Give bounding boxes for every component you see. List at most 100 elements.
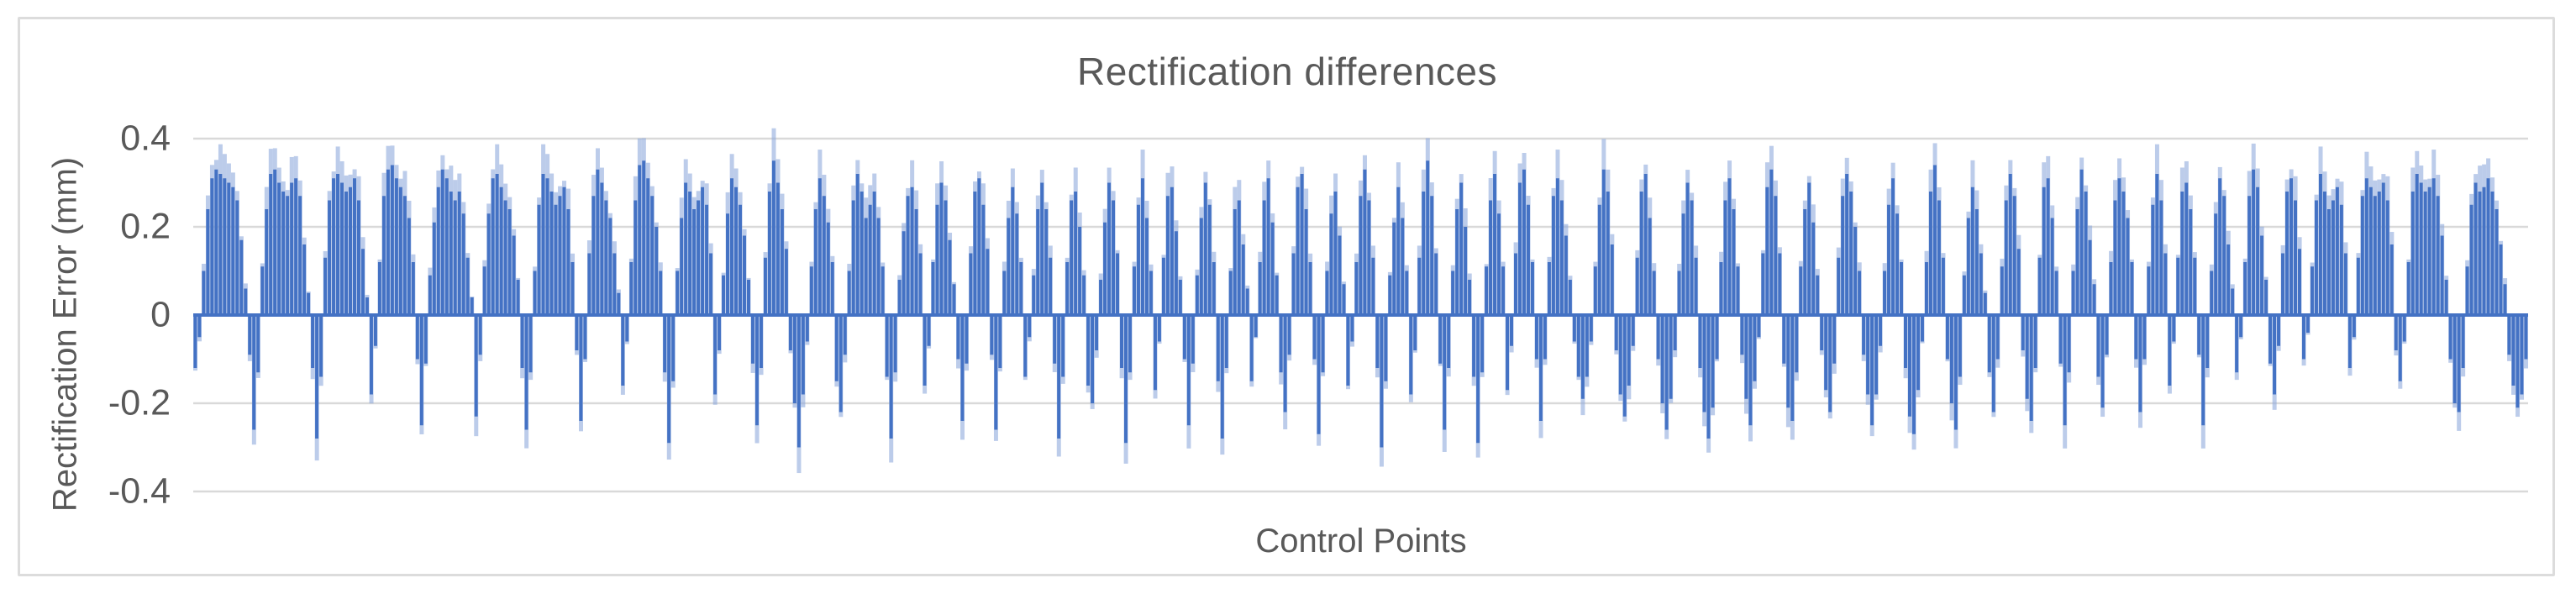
data-bar — [1023, 315, 1028, 377]
data-bar — [738, 204, 742, 315]
data-bar — [2176, 257, 2180, 315]
data-bar — [2168, 315, 2172, 386]
data-bar — [2465, 266, 2469, 315]
data-bar — [843, 315, 847, 355]
data-bar — [2364, 178, 2368, 315]
data-bar — [2037, 257, 2042, 315]
data-bar — [1405, 271, 1409, 315]
data-bar — [1128, 315, 1132, 373]
data-bar — [1233, 209, 1237, 315]
data-bar — [939, 182, 944, 315]
data-bar — [2297, 249, 2301, 315]
data-bar — [671, 315, 676, 381]
data-bar — [2147, 266, 2151, 315]
data-bar — [1551, 196, 1555, 315]
y-axis-tick-label: -0.2 — [108, 382, 171, 423]
data-bar — [1338, 235, 1342, 315]
data-bar — [1207, 204, 1212, 315]
data-bar — [227, 182, 231, 315]
data-bar — [1388, 275, 1392, 315]
data-bar — [1895, 213, 1900, 315]
chart-title: Rectification differences — [1076, 50, 1498, 93]
data-bar — [1011, 187, 1015, 315]
data-bar — [1153, 315, 1157, 391]
data-bar — [839, 315, 843, 412]
data-bar — [754, 315, 759, 426]
data-bar — [1245, 288, 1249, 315]
data-bar — [1593, 266, 1597, 315]
data-bar — [579, 315, 583, 421]
data-bar — [197, 315, 202, 338]
data-bar — [1413, 315, 1417, 350]
data-bar — [1911, 315, 1916, 434]
data-bar — [1212, 262, 1216, 315]
data-bar — [763, 257, 767, 315]
data-bar — [1799, 266, 1803, 315]
data-bar — [1543, 315, 1547, 360]
data-bar — [478, 315, 482, 355]
data-bar — [1401, 218, 1405, 315]
data-bar — [2092, 284, 2096, 315]
data-bar — [734, 187, 738, 315]
data-bar — [1807, 182, 1811, 315]
data-bar — [1949, 315, 1953, 403]
data-bar — [931, 262, 935, 315]
data-bar — [2071, 271, 2075, 315]
data-bar — [851, 200, 855, 315]
data-bar — [465, 257, 470, 315]
data-bar — [1597, 204, 1601, 315]
data-bar — [1618, 315, 1622, 395]
data-bar — [1070, 200, 1074, 315]
data-bar — [2385, 200, 2389, 315]
data-bar — [1841, 196, 1845, 315]
data-bar — [1078, 227, 1082, 315]
data-bar — [1036, 209, 1040, 315]
data-bar — [1443, 315, 1447, 430]
data-bar — [2113, 200, 2117, 315]
data-bar — [2444, 280, 2448, 315]
data-bar — [554, 204, 558, 315]
data-bar — [2516, 315, 2520, 408]
data-bar — [923, 315, 927, 386]
data-bar — [449, 192, 453, 315]
data-bar — [1748, 315, 1753, 426]
data-bar — [1879, 315, 1883, 346]
data-bar — [612, 253, 617, 315]
data-bar — [411, 262, 415, 315]
data-bar — [491, 178, 495, 315]
data-bar — [1501, 266, 1506, 315]
data-bar — [889, 315, 893, 439]
data-bar — [1681, 213, 1685, 315]
data-bar — [2218, 178, 2222, 315]
data-bar — [1774, 196, 1778, 315]
data-bar — [415, 315, 419, 360]
data-bar — [2277, 315, 2281, 346]
data-bar — [759, 315, 763, 368]
data-bar — [1887, 204, 1891, 315]
data-bar — [1434, 253, 1438, 315]
data-bar — [1559, 200, 1564, 315]
data-bar — [558, 196, 562, 315]
data-bar — [1074, 192, 1078, 315]
data-bar — [2301, 315, 2305, 360]
data-bar — [1116, 253, 1120, 315]
data-bar — [948, 239, 952, 315]
data-bar — [349, 187, 352, 315]
data-bar — [2138, 315, 2142, 412]
data-bar — [697, 200, 701, 315]
data-bar — [2100, 315, 2105, 408]
data-bar — [2000, 266, 2004, 315]
data-bar — [1652, 271, 1656, 315]
data-bar — [910, 187, 914, 315]
data-bar — [809, 266, 813, 315]
data-bar — [373, 315, 377, 346]
data-bar — [1690, 200, 1694, 315]
data-bar — [1359, 196, 1363, 315]
data-bar — [1321, 315, 1325, 373]
data-bar — [1677, 271, 1681, 315]
data-bar — [1157, 315, 1161, 342]
data-bar — [617, 292, 621, 315]
data-bar — [294, 178, 298, 315]
data-bar — [2243, 262, 2247, 315]
data-bar — [1136, 204, 1140, 315]
